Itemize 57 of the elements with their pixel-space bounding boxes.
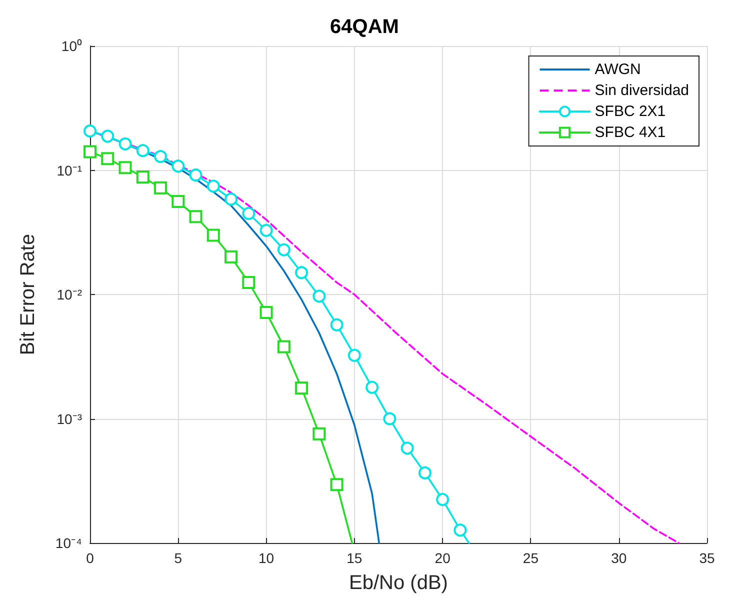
x-tick-label: 30 (611, 550, 627, 566)
point (295, 381, 308, 394)
point (154, 150, 168, 164)
x-tick-label: 20 (434, 550, 451, 566)
point (418, 466, 432, 480)
point (366, 380, 379, 394)
legend-label: SFBC 2X1 (594, 103, 666, 120)
y-tick-label: 10⁻² (56, 286, 82, 302)
point (295, 266, 308, 280)
point (84, 124, 96, 138)
y-tick-label: 10⁻³ (56, 410, 82, 427)
point (206, 180, 220, 193)
y-tick-label: 10⁻⁴ (55, 535, 82, 551)
point (189, 210, 202, 224)
x-tick-label: 25 (522, 550, 539, 566)
y-axis-title: Bit Error Rate (17, 234, 39, 356)
point (436, 492, 450, 506)
legend-label: AWGN (594, 61, 641, 78)
point (260, 224, 273, 237)
point (118, 137, 132, 150)
point (277, 243, 290, 256)
x-tick-label: 10 (258, 550, 274, 566)
point (277, 340, 290, 354)
x-tick-label: 15 (346, 550, 362, 566)
point (84, 145, 96, 158)
x-tick-label: 0 (86, 550, 94, 566)
point (224, 192, 238, 206)
point (101, 152, 114, 166)
legend-label: Sin diversidad (594, 82, 689, 99)
point (330, 318, 344, 332)
x-tick-label: 35 (699, 550, 715, 566)
point (400, 442, 414, 455)
point (312, 427, 326, 440)
point (348, 348, 361, 362)
point (224, 250, 238, 264)
point (136, 170, 150, 184)
point (154, 181, 168, 194)
point (206, 228, 220, 242)
point (118, 161, 132, 174)
point (454, 524, 467, 537)
point (172, 160, 185, 173)
point (312, 290, 326, 303)
point (260, 306, 273, 319)
x-tick-label: 5 (174, 550, 182, 566)
x-axis-title: Eb/No (dB) (349, 572, 448, 594)
point (242, 276, 256, 289)
chart-title: 64QAM (330, 16, 399, 38)
point (101, 130, 114, 143)
point (136, 144, 150, 158)
point (330, 478, 344, 492)
point (383, 412, 396, 426)
point (189, 168, 202, 182)
point (172, 194, 185, 208)
legend-label: SFBC 4X1 (594, 124, 666, 141)
y-tick-label: 10⁰ (61, 38, 82, 54)
y-tick-label: 10⁻¹ (56, 162, 82, 178)
point (242, 206, 256, 220)
